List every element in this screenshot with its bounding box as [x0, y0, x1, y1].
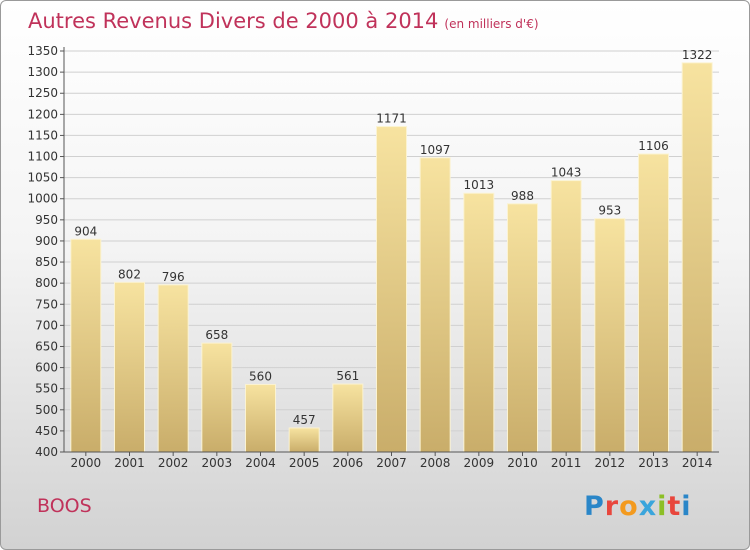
y-tick-label: 650 — [35, 339, 58, 353]
data-label: 658 — [205, 328, 228, 342]
data-label: 1322 — [682, 48, 713, 62]
x-tick-label: 2009 — [464, 456, 495, 470]
bar-2004[interactable] — [245, 383, 276, 453]
location-label: BOOS — [37, 495, 92, 517]
title-unit: (en milliers d'€) — [444, 17, 539, 31]
bar-2011[interactable] — [550, 180, 582, 453]
bar-2014[interactable] — [681, 62, 713, 453]
y-tick-label: 900 — [35, 234, 58, 248]
y-tick-label: 600 — [35, 361, 58, 375]
data-label: 1013 — [464, 178, 495, 192]
logo-letter: r — [604, 491, 620, 522]
y-tick-label: 550 — [35, 382, 58, 396]
data-label: 561 — [336, 369, 359, 383]
chart-title: Autres Revenus Divers de 2000 à 2014 (en … — [28, 9, 539, 33]
data-label: 796 — [162, 270, 185, 284]
y-tick-label: 950 — [35, 213, 58, 227]
y-tick-label: 1000 — [27, 192, 58, 206]
y-tick-label: 450 — [35, 424, 58, 438]
x-tick-label: 2002 — [158, 456, 189, 470]
y-tick-label: 800 — [35, 276, 58, 290]
logo-letter: i — [657, 491, 668, 522]
bar-2005[interactable] — [288, 427, 320, 453]
x-tick-label: 2005 — [289, 456, 320, 470]
y-tick-label: 1300 — [27, 65, 58, 79]
bar-2007[interactable] — [376, 126, 407, 453]
logo-letter: P — [584, 491, 605, 522]
data-label: 560 — [249, 369, 272, 383]
x-tick-label: 2012 — [595, 456, 626, 470]
x-tick-label: 2013 — [638, 456, 669, 470]
bar-2006[interactable] — [332, 383, 364, 453]
y-tick-label: 1150 — [27, 128, 58, 142]
bars — [70, 62, 713, 453]
bar-2008[interactable] — [419, 157, 451, 453]
x-tick-label: 2007 — [376, 456, 407, 470]
bar-2003[interactable] — [201, 342, 233, 453]
y-tick-label: 1250 — [27, 86, 58, 100]
logo-letter: t — [667, 491, 682, 522]
x-tick-label: 2014 — [682, 456, 713, 470]
axes: 400 450 500 550 600 650 700 750 800 850 900 950 1000… — [27, 44, 719, 470]
proxiti-logo[interactable]: Proxiti — [584, 491, 692, 522]
data-label: 953 — [598, 204, 621, 218]
y-tick-label: 1050 — [27, 171, 58, 185]
x-tick-label: 2010 — [507, 456, 538, 470]
data-label: 457 — [293, 413, 316, 427]
bar-2000[interactable] — [70, 238, 102, 453]
logo-letter: i — [681, 491, 692, 522]
y-tick-label: 400 — [35, 445, 58, 459]
y-tick-label: 850 — [35, 255, 58, 269]
bar-2012[interactable] — [594, 218, 626, 453]
x-tick-label: 2004 — [245, 456, 276, 470]
x-tick-label: 2003 — [202, 456, 233, 470]
bar-2002[interactable] — [157, 284, 189, 453]
data-labels: 904 802 796 658 560 457 561 1171 1097 1013 988 1043… — [74, 48, 712, 427]
y-tick-label: 700 — [35, 318, 58, 332]
bar-2009[interactable] — [463, 192, 495, 453]
data-label: 1097 — [420, 143, 451, 157]
x-tick-label: 2000 — [71, 456, 102, 470]
bar-2001[interactable] — [114, 281, 145, 453]
data-label: 904 — [74, 224, 97, 238]
logo-letter: x — [638, 491, 658, 522]
x-tick-label: 2008 — [420, 456, 451, 470]
logo-letter: o — [619, 491, 639, 522]
x-tick-label: 2001 — [114, 456, 145, 470]
y-tick-label: 1100 — [27, 150, 58, 164]
y-tick-label: 1350 — [27, 44, 58, 58]
data-label: 988 — [511, 189, 534, 203]
title-text: Autres Revenus Divers de 2000 à 2014 — [28, 9, 439, 33]
bar-2010[interactable] — [507, 203, 538, 453]
data-label: 1043 — [551, 166, 582, 180]
data-label: 802 — [118, 267, 141, 281]
x-tick-label: 2006 — [333, 456, 364, 470]
bar-2013[interactable] — [638, 153, 669, 453]
data-label: 1106 — [638, 139, 669, 153]
y-tick-label: 500 — [35, 403, 58, 417]
x-tick-label: 2011 — [551, 456, 582, 470]
y-tick-label: 1200 — [27, 107, 58, 121]
data-label: 1171 — [376, 112, 407, 126]
y-tick-label: 750 — [35, 297, 58, 311]
